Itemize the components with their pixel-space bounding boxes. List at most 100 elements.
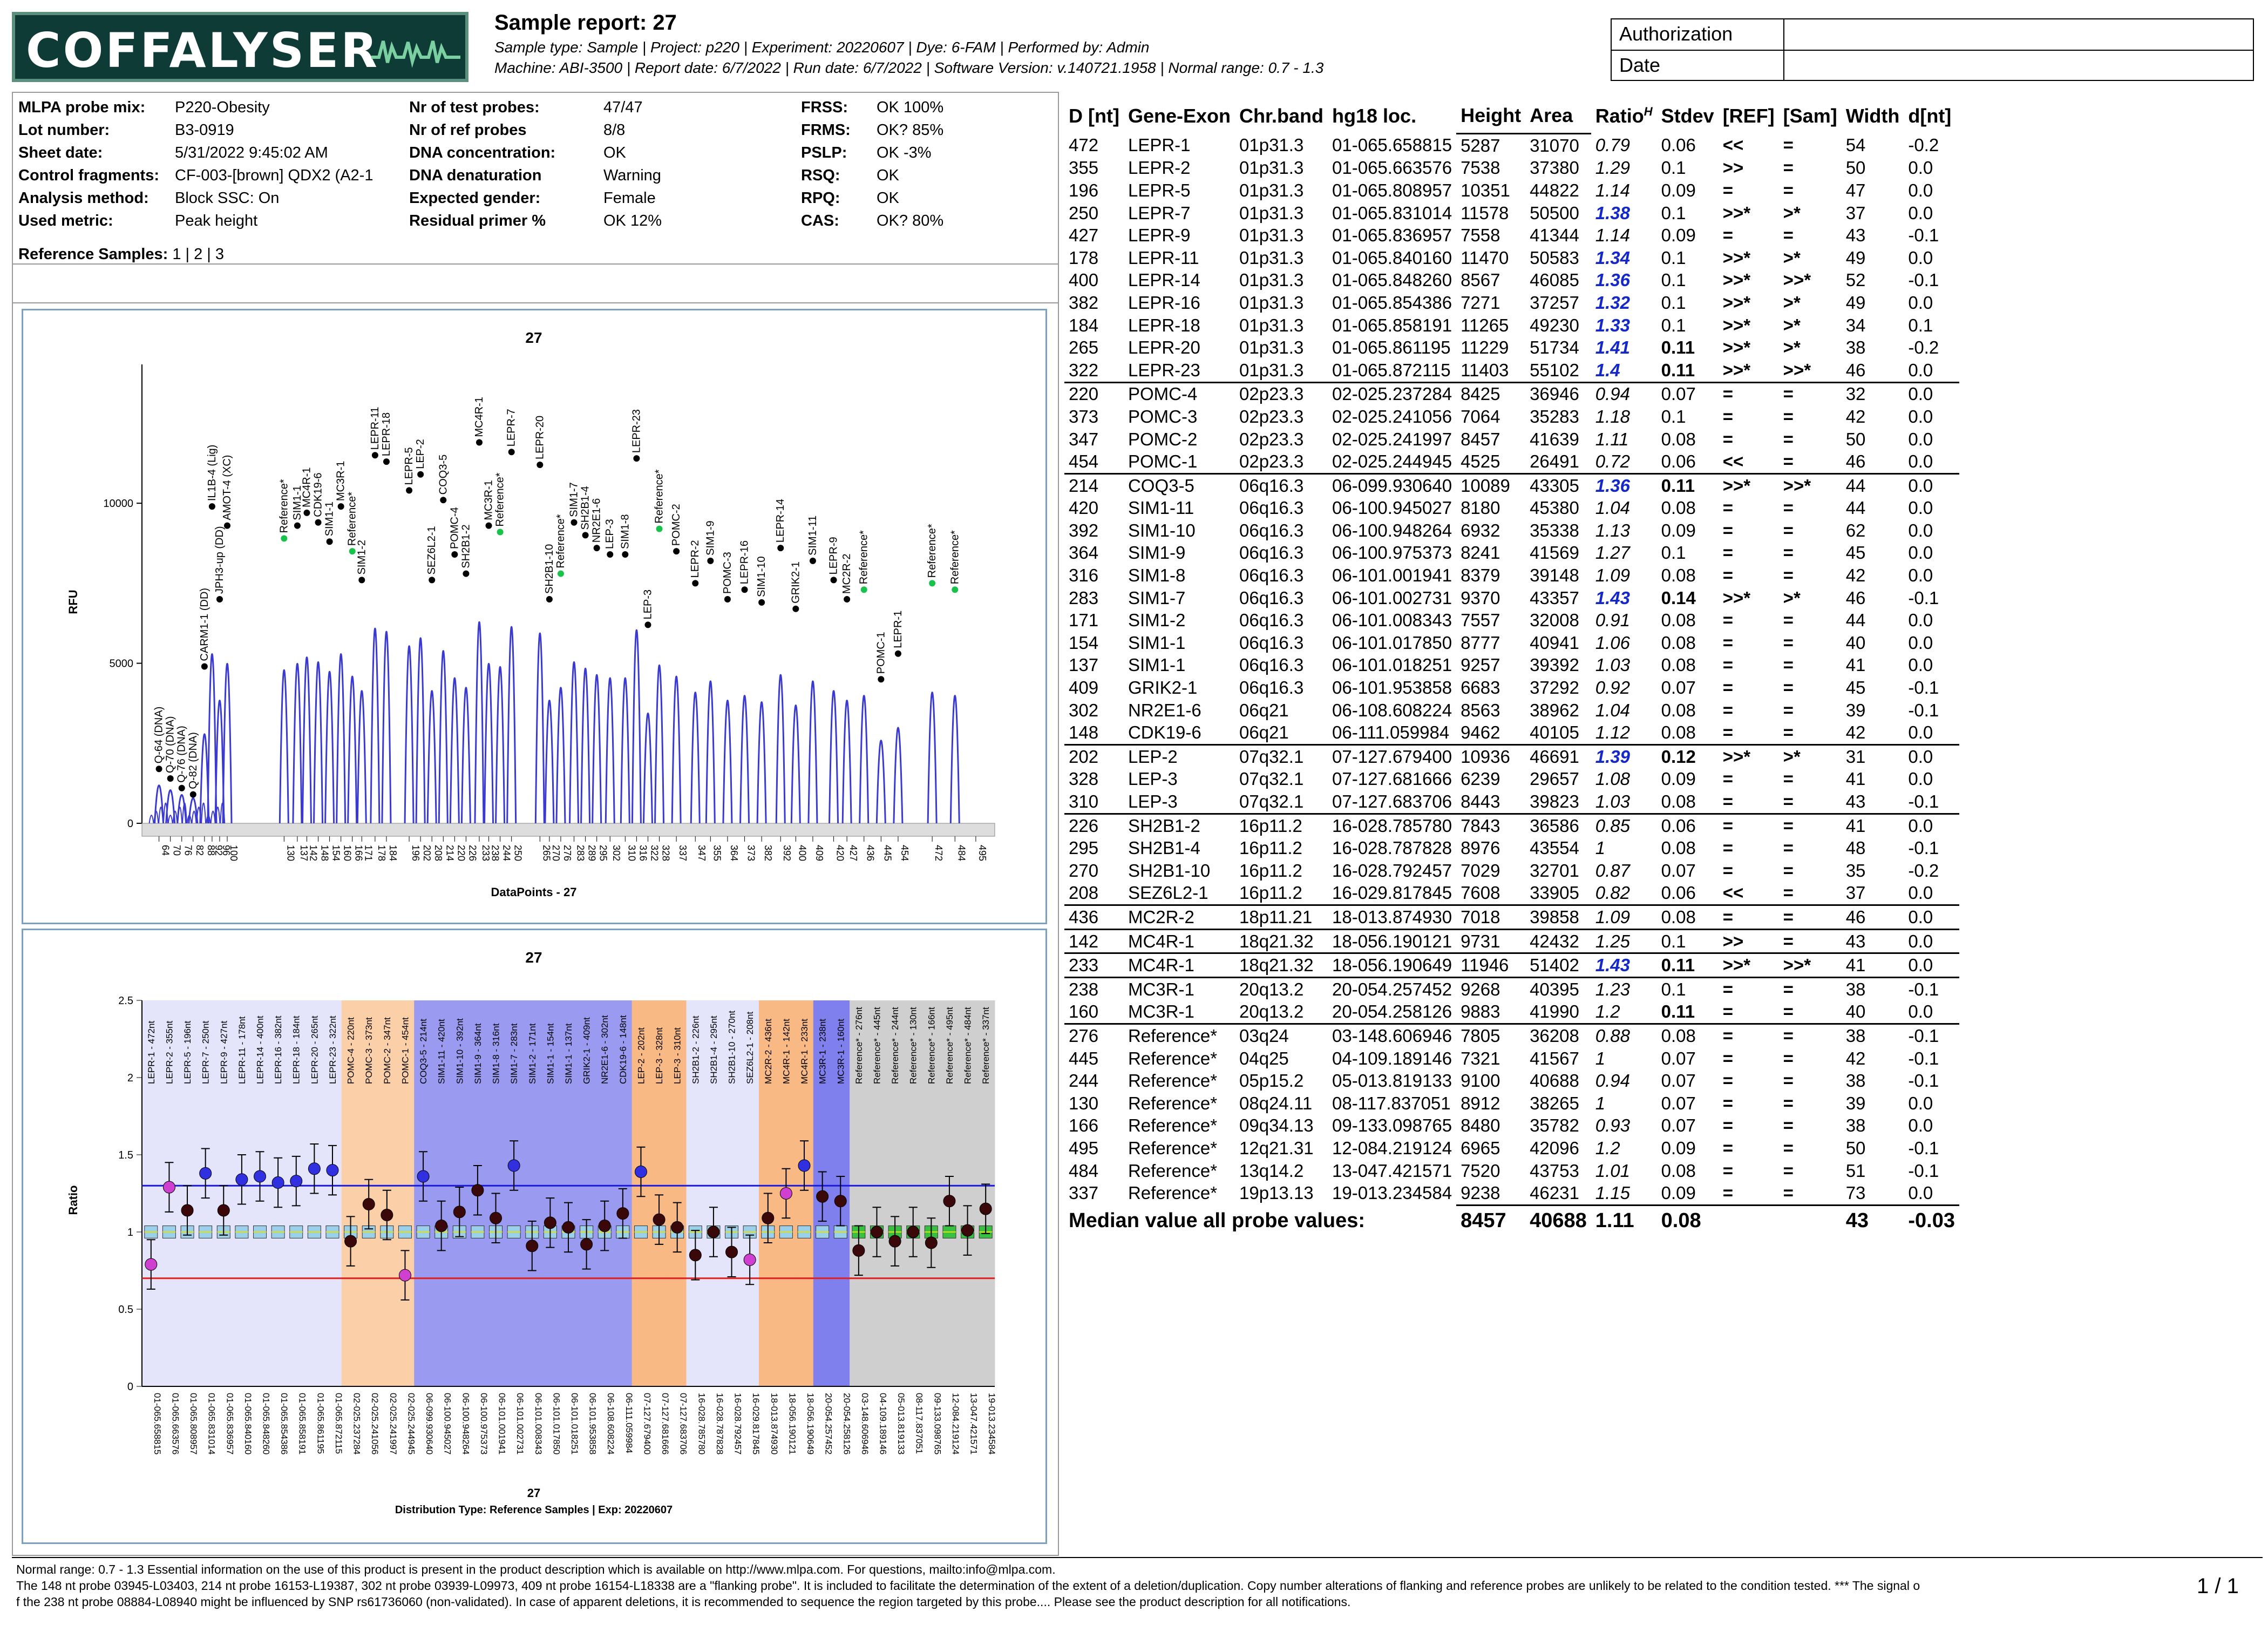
table-cell: 42432 [1525,928,1591,953]
table-row: 436 MC2R-2 18p11.21 18-013.874930 7018 39858 1… [1064,904,1959,930]
table-cell: 50 [1845,158,1866,178]
table-cell: CDK19-6 [1128,722,1201,743]
info-label: Nr of test probes: [409,99,540,116]
table-row: 302 NR2E1-6 06q21 06-108.608224 8563 38962 1.0… [1064,699,1959,722]
table-cell: 50583 [1530,247,1579,268]
ratio-point [271,1176,284,1189]
info-row: Used metric: Peak height [18,209,373,232]
peak-scrollbar[interactable] [141,823,995,837]
ratio-point [507,1159,520,1172]
table-cell: 45380 [1530,498,1579,518]
peak-label: POMC-2 [670,504,682,546]
table-cell: 18p11.21 [1235,904,1328,930]
probe-loc-label: 02-025.241997 [388,1393,398,1454]
table-cell: 13q14.2 [1239,1160,1304,1181]
table-cell: >>* [1783,360,1811,380]
table-cell: 38 [1845,1115,1866,1136]
peak-trace [859,695,870,824]
column-header: hg18 loc. [1328,98,1456,134]
peak-x-tick-label: 265 [541,845,552,861]
info-label: FRSS: [801,99,848,116]
table-cell: 0.79 [1595,135,1630,155]
probe-name-label: SIM1-8 - 316nt [491,1023,501,1084]
column-header: Height [1456,98,1526,134]
peak-label: SEZ6L2-1 [426,526,438,574]
probe-name-label: SIM1-1 - 154nt [545,1023,555,1084]
table-cell: 06-100.945027 [1332,498,1452,518]
table-cell: 46085 [1530,270,1579,290]
table-cell: 04q25 [1239,1048,1289,1068]
table-cell: 1.36 [1595,270,1630,290]
column-header: Width [1842,98,1904,134]
table-cell: 0.09 [1661,769,1696,789]
table-cell: 295 [1069,838,1099,858]
table-cell: 06q16.3 [1239,678,1304,698]
info-label: Analysis method: [18,189,149,207]
peak-label: GRIK2-1 [790,561,802,604]
table-row: 400 LEPR-14 01p31.3 01-065.848260 8567 46085 1… [1064,269,1959,292]
probe-name-label: Reference* - 337nt [981,1007,991,1084]
table-cell: 16-028.792457 [1332,860,1452,881]
info-col-1: MLPA probe mix: P220-Obesity Lot number: B3… [18,96,373,232]
ratio-group-band [904,1000,923,1386]
probe-loc-label: 12-084.219124 [950,1393,961,1454]
peak-y-label: RFU [66,590,80,614]
table-cell: 328 [1069,769,1099,789]
ratio-group-band [541,1000,560,1386]
table-cell: 0.07 [1661,1071,1696,1091]
table-cell: = [1783,722,1794,743]
table-cell: 06q16.3 [1239,520,1304,540]
table-cell: 0.0 [1908,655,1933,675]
info-label: Lot number: [18,121,110,139]
table-cell: = [1783,1048,1794,1068]
table-cell: = [1783,700,1794,720]
table-cell: 445 [1069,1048,1099,1068]
table-cell: = [1783,678,1794,698]
table-cell: -0.2 [1908,860,1939,881]
table-cell: 01-065.831014 [1332,202,1452,223]
table-cell: 7805 [1456,1023,1526,1047]
probe-name-label: SIM1-9 - 364nt [473,1023,483,1084]
peak-x-tick-label: 166 [354,845,364,861]
table-cell: 0.12 [1656,744,1719,768]
table-cell: 16p11.2 [1235,813,1328,837]
table-cell: = [1722,655,1733,675]
table-row: 409 GRIK2-1 06q16.3 06-101.953858 6683 37292 0… [1064,676,1959,699]
report-subline-1: Sample type: Sample | Project: p220 | Ex… [494,39,1150,56]
probe-loc-label: 06-111.059984 [624,1393,634,1453]
peak-x-tick-label: 70 [172,845,182,856]
peak-trace [756,701,767,824]
median-label: Median value all probe values: [1064,1204,1457,1236]
table-cell: 0.72 [1595,451,1630,472]
ratio-point [961,1224,974,1237]
table-cell: = [1783,135,1794,155]
table-cell: = [1722,180,1733,200]
table-cell: >>* [1722,247,1751,268]
peak-y-tick-label: 5000 [110,658,134,670]
peak-x-tick-label: 244 [501,845,512,861]
peak-label: LEP-3 [642,590,654,620]
table-cell: 16-028.787828 [1332,838,1452,858]
peak-marker [724,596,731,602]
table-cell: 11265 [1461,315,1509,335]
peak-marker [451,551,458,558]
table-cell: 54 [1845,135,1866,155]
noise-peak [210,810,216,824]
table-cell: 07q32.1 [1239,769,1304,789]
table-cell: 0.08 [1656,1023,1719,1047]
ratio-point [653,1213,666,1226]
peak-x-tick-label: 171 [363,845,374,861]
probe-name-label: CDK19-6 - 148nt [618,1015,628,1084]
probe-name-label: LEP-3 - 328nt [654,1027,664,1084]
info-label: FRMS: [801,121,851,139]
table-cell: 0.94 [1595,1071,1630,1091]
authorization-field[interactable] [1784,19,2253,50]
table-cell: 38265 [1530,1093,1579,1113]
table-cell: 55102 [1530,360,1579,380]
table-cell: = [1722,520,1733,540]
table-cell: 0.06 [1661,451,1696,472]
peak-label: Q-82 (DNA) [187,732,199,789]
column-header-text: d[nt] [1908,104,1952,127]
date-field[interactable] [1784,51,2253,81]
table-cell: 0.0 [1908,769,1933,789]
